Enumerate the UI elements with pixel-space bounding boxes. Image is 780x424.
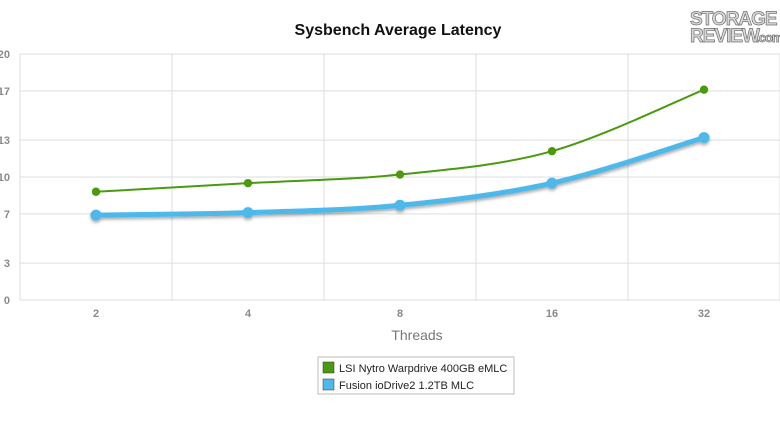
data-point bbox=[243, 178, 253, 188]
logo-line-2: REVIEW bbox=[690, 26, 760, 47]
y-tick-label: 20 bbox=[0, 49, 10, 61]
logo-line-1: STORAGE bbox=[690, 9, 777, 30]
data-point bbox=[547, 146, 557, 156]
legend: LSI Nytro Warpdrive 400GB eMLC Fusion io… bbox=[317, 356, 515, 395]
legend-swatch-series-2 bbox=[322, 378, 335, 391]
y-tick-label: 13 bbox=[0, 135, 10, 147]
storage-review-logo: STORAGE REVIEW .com bbox=[690, 9, 780, 48]
legend-box bbox=[317, 356, 515, 395]
data-point bbox=[395, 170, 405, 179]
data-point bbox=[394, 199, 406, 211]
x-tick-label: 8 bbox=[397, 308, 403, 320]
chart-title: Sysbench Average Latency bbox=[295, 22, 502, 39]
logo-suffix: .com bbox=[756, 30, 780, 45]
series-1 bbox=[91, 85, 709, 196]
x-tick-label: 32 bbox=[698, 308, 710, 320]
x-tick-label: 4 bbox=[245, 308, 252, 320]
x-tick-label: 16 bbox=[546, 308, 558, 320]
y-tick-label: 0 bbox=[4, 295, 10, 307]
data-point bbox=[699, 85, 709, 94]
y-tick-label: 17 bbox=[0, 86, 10, 98]
data-point bbox=[698, 132, 710, 144]
legend-swatch-series-1 bbox=[322, 361, 335, 374]
x-tick-label: 2 bbox=[93, 308, 99, 320]
y-axis-ticks: 0 3 7 10 13 17 20 bbox=[0, 49, 10, 307]
data-point bbox=[91, 187, 101, 196]
series-2 bbox=[90, 132, 710, 221]
y-tick-label: 3 bbox=[4, 258, 10, 270]
legend-label-series-1: LSI Nytro Warpdrive 400GB eMLC bbox=[339, 363, 507, 375]
data-point bbox=[242, 207, 254, 219]
x-axis-ticks: 2 4 8 16 32 bbox=[93, 308, 710, 320]
plot-series bbox=[90, 85, 710, 221]
data-point bbox=[90, 209, 102, 221]
x-axis-label: Threads bbox=[391, 327, 442, 343]
y-tick-label: 7 bbox=[4, 209, 10, 221]
y-tick-label: 10 bbox=[0, 172, 10, 184]
legend-label-series-2: Fusion ioDrive2 1.2TB MLC bbox=[339, 380, 474, 392]
data-point bbox=[546, 177, 558, 189]
